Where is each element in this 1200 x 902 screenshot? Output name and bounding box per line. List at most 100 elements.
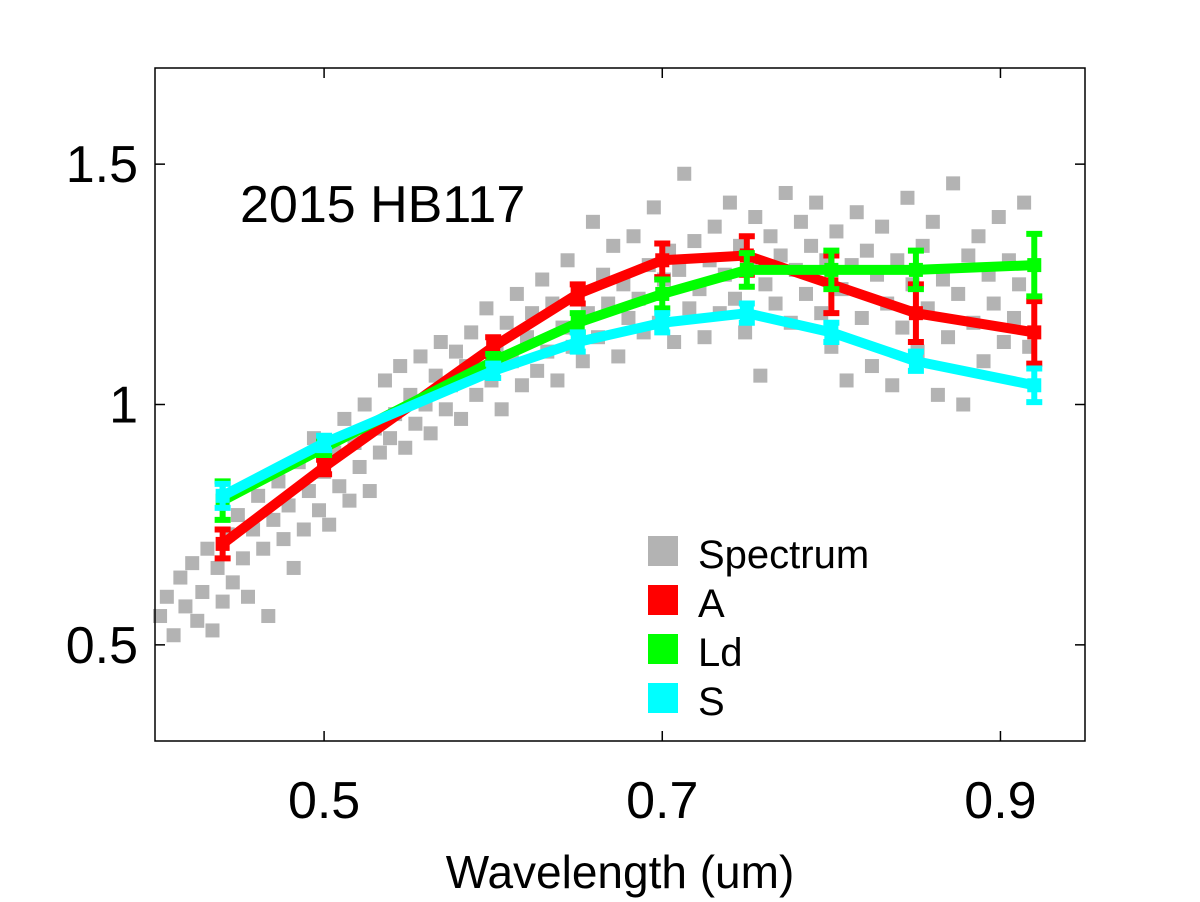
spectrum-point (849, 205, 864, 220)
spectrum-point (697, 330, 712, 345)
spectrum-point (322, 517, 337, 532)
spectrum-point (925, 214, 940, 229)
spectrum-point (854, 310, 869, 325)
spectrum-point (550, 373, 565, 388)
spectrum-point (200, 541, 215, 556)
spectrum-point (885, 378, 900, 393)
spectrum-point (859, 243, 874, 258)
spectrum-point (961, 248, 976, 263)
spectrum-point (230, 508, 245, 523)
data-point-s (1027, 378, 1042, 393)
spectrum-point (301, 484, 316, 499)
spectrum-point (190, 613, 205, 628)
spectrum-points (153, 166, 1037, 643)
data-point-a (215, 536, 230, 551)
spectrum-point (195, 584, 210, 599)
spectrum-point (535, 272, 550, 287)
data-point-a (486, 339, 501, 354)
data-point-s (317, 435, 332, 450)
legend-label-ld: Ld (698, 631, 743, 675)
spectrum-point (814, 306, 829, 321)
spectrum-point (433, 335, 448, 350)
legend-swatch-a (648, 585, 678, 615)
spectrum-point (763, 229, 778, 244)
plot-frame (154, 67, 1086, 742)
data-point-a (908, 306, 923, 321)
spectrum-point (621, 310, 636, 325)
spectrum-point (448, 344, 463, 359)
spectrum-point (707, 219, 722, 234)
data-point-s (739, 306, 754, 321)
spectrum-point (682, 301, 697, 316)
spectrum-point (296, 522, 311, 537)
spectrum-point (342, 493, 357, 508)
spectrum-point (225, 575, 240, 590)
data-point-s (215, 488, 230, 503)
legend-label-s: S (698, 680, 725, 724)
spectrum-point (159, 589, 174, 604)
spectrum-point (413, 349, 428, 364)
data-point-a (570, 286, 585, 301)
data-point-ld (570, 315, 585, 330)
x-tick-labels: 0.5 0.7 0.9 (288, 772, 1037, 830)
spectrum-point (393, 359, 408, 374)
spectrum-point (352, 459, 367, 474)
spectrum-point (530, 363, 545, 378)
y-tick-labels: 0.5 1 1.5 (66, 136, 138, 675)
spectrum-point (337, 411, 352, 426)
spectrum-point (332, 479, 347, 494)
spectrum-point (753, 368, 768, 383)
data-point-a (655, 253, 670, 268)
spectrum-point (585, 214, 600, 229)
spectrum-point (408, 416, 423, 431)
spectrum-point (276, 532, 291, 547)
spectrum-point (951, 286, 966, 301)
spectrum-point (611, 349, 626, 364)
spectrum-point (205, 623, 220, 638)
legend-label-a: A (698, 582, 725, 626)
spectrum-point (372, 445, 387, 460)
spectrum-point (941, 330, 956, 345)
x-tick-label: 0.5 (288, 772, 360, 830)
spectrum-point (261, 609, 276, 624)
spectrum-point (667, 335, 682, 350)
spectrum-point (758, 277, 773, 292)
spectrum-point (377, 373, 392, 388)
spectrum-point (890, 253, 905, 268)
data-point-ld (824, 262, 839, 277)
spectrum-point (976, 354, 991, 369)
spectrum-point (266, 512, 281, 527)
spectrum-point (357, 397, 372, 412)
x-axis-label: Wavelength (um) (446, 846, 795, 898)
series-lines (214, 230, 1043, 562)
spectrum-point (153, 609, 168, 624)
spectrum-point (1006, 310, 1021, 325)
spectrum-point (166, 628, 181, 643)
data-point-s (486, 363, 501, 378)
spectrum-point (1017, 195, 1032, 210)
spectrum-point (383, 431, 398, 446)
legend-swatch-s (648, 683, 678, 713)
spectrum-point (256, 541, 271, 556)
spectrum-point (672, 262, 687, 277)
spectrum-point (727, 291, 742, 306)
spectrum-point (829, 224, 844, 239)
y-tick-label: 1 (109, 377, 138, 435)
data-point-ld (739, 262, 754, 277)
spectrum-point (996, 335, 1011, 350)
spectrum-point (946, 176, 961, 191)
spectrum-point (1012, 277, 1027, 292)
spectrum-point (875, 219, 890, 234)
spectrum-point (514, 378, 529, 393)
spectrum-point (895, 320, 910, 335)
legend-swatch-spectrum (648, 536, 678, 566)
legend-swatch-ld (648, 634, 678, 664)
spectrum-point (991, 210, 1006, 225)
spectrum-point (768, 296, 783, 311)
data-point-ld (908, 262, 923, 277)
spectrum-point (312, 503, 327, 518)
x-tick-label: 0.7 (626, 772, 698, 830)
data-point-a (317, 459, 332, 474)
spectrum-point (956, 397, 971, 412)
